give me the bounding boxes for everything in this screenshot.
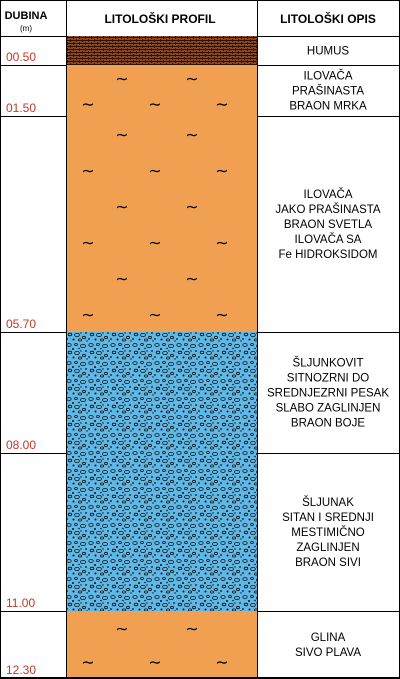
clay-symbol: ∼ — [185, 69, 198, 88]
clay-symbol: ∼ — [81, 94, 94, 113]
layer-1-fill — [67, 36, 257, 65]
description-line: ZAGLINJEN — [296, 542, 359, 554]
description-line: BRAON SVETLA — [284, 219, 373, 231]
description-line: SITAN I SREDNJI — [282, 512, 374, 524]
description-line: BRAON BOJE — [291, 418, 365, 430]
description-line: MESTIMIČNO — [291, 526, 365, 539]
description-line: HUMUS — [307, 46, 349, 58]
layer-6-fill — [67, 611, 257, 678]
clay-symbol: ∼ — [148, 161, 161, 180]
depth-label: 01.50 — [6, 101, 36, 115]
clay-symbol: ∼ — [115, 69, 128, 88]
clay-symbol: ∼ — [81, 233, 94, 252]
clay-symbol: ∼ — [115, 125, 128, 144]
description-line: GLINA — [311, 632, 346, 644]
description-line: ŠLJUNAK — [302, 496, 354, 509]
clay-symbol: ∼ — [148, 233, 161, 252]
description-line: JAKO PRAŠINASTA — [275, 203, 381, 216]
depth-column-title: DUBINA — [5, 10, 48, 22]
clay-symbol: ∼ — [115, 197, 128, 216]
clay-symbol: ∼ — [215, 652, 228, 671]
depth-label: 05.70 — [6, 317, 36, 331]
clay-symbol: ∼ — [148, 94, 161, 113]
description-line: ILOVAČA — [304, 188, 353, 201]
layer-5-fill — [67, 453, 257, 611]
clay-symbol: ∼ — [185, 125, 198, 144]
description-line: ŠLJUNKOVIT — [293, 357, 364, 370]
clay-symbol: ∼ — [115, 269, 128, 288]
description-line: BRAON MRKA — [289, 101, 367, 113]
description-column-title: LITOLOŠKI OPIS — [280, 11, 376, 26]
description-line: SREDNJEZRNI PESAK — [267, 388, 389, 400]
description-line: ILOVAČA SA — [295, 233, 362, 246]
depth-label: 00.50 — [6, 50, 36, 64]
clay-symbol: ∼ — [215, 161, 228, 180]
layers-group: 00.50 HUMUS ∼ ∼ ∼ ∼ ∼ 01.50 ILOVAČA PRAŠINASTA BRA… — [0, 36, 400, 679]
clay-symbol: ∼ — [81, 161, 94, 180]
clay-symbol: ∼ — [215, 94, 228, 113]
description-line: ILOVAČA — [304, 70, 353, 83]
depth-label: 11.00 — [6, 596, 35, 610]
description-line: BRAON SIVI — [295, 557, 361, 569]
layer-4-fill — [67, 332, 257, 453]
clay-symbol: ∼ — [215, 233, 228, 252]
description-line: SIVO PLAVA — [295, 647, 361, 659]
description-line: SLABO ZAGLINJEN — [276, 403, 381, 415]
clay-symbol: ∼ — [185, 197, 198, 216]
clay-symbol: ∼ — [185, 619, 198, 638]
clay-symbol: ∼ — [148, 652, 161, 671]
clay-symbol: ∼ — [81, 652, 94, 671]
description-line: PRAŠINASTA — [292, 85, 364, 98]
clay-symbol: ∼ — [115, 619, 128, 638]
clay-symbol: ∼ — [185, 269, 198, 288]
layer-3-fill — [67, 116, 257, 332]
clay-symbol: ∼ — [81, 305, 94, 324]
description-line: Fe HIDROKSIDOM — [278, 249, 377, 261]
profile-column-title: LITOLOŠKI PROFIL — [104, 11, 215, 26]
description-line: SITNOZRNI DO — [287, 373, 369, 385]
clay-symbol: ∼ — [215, 305, 228, 324]
layer-2-fill — [67, 65, 257, 116]
depth-label: 12.30 — [6, 663, 36, 677]
depth-unit: (m) — [20, 24, 32, 33]
clay-symbol: ∼ — [148, 305, 161, 324]
depth-label: 08.00 — [6, 438, 36, 452]
